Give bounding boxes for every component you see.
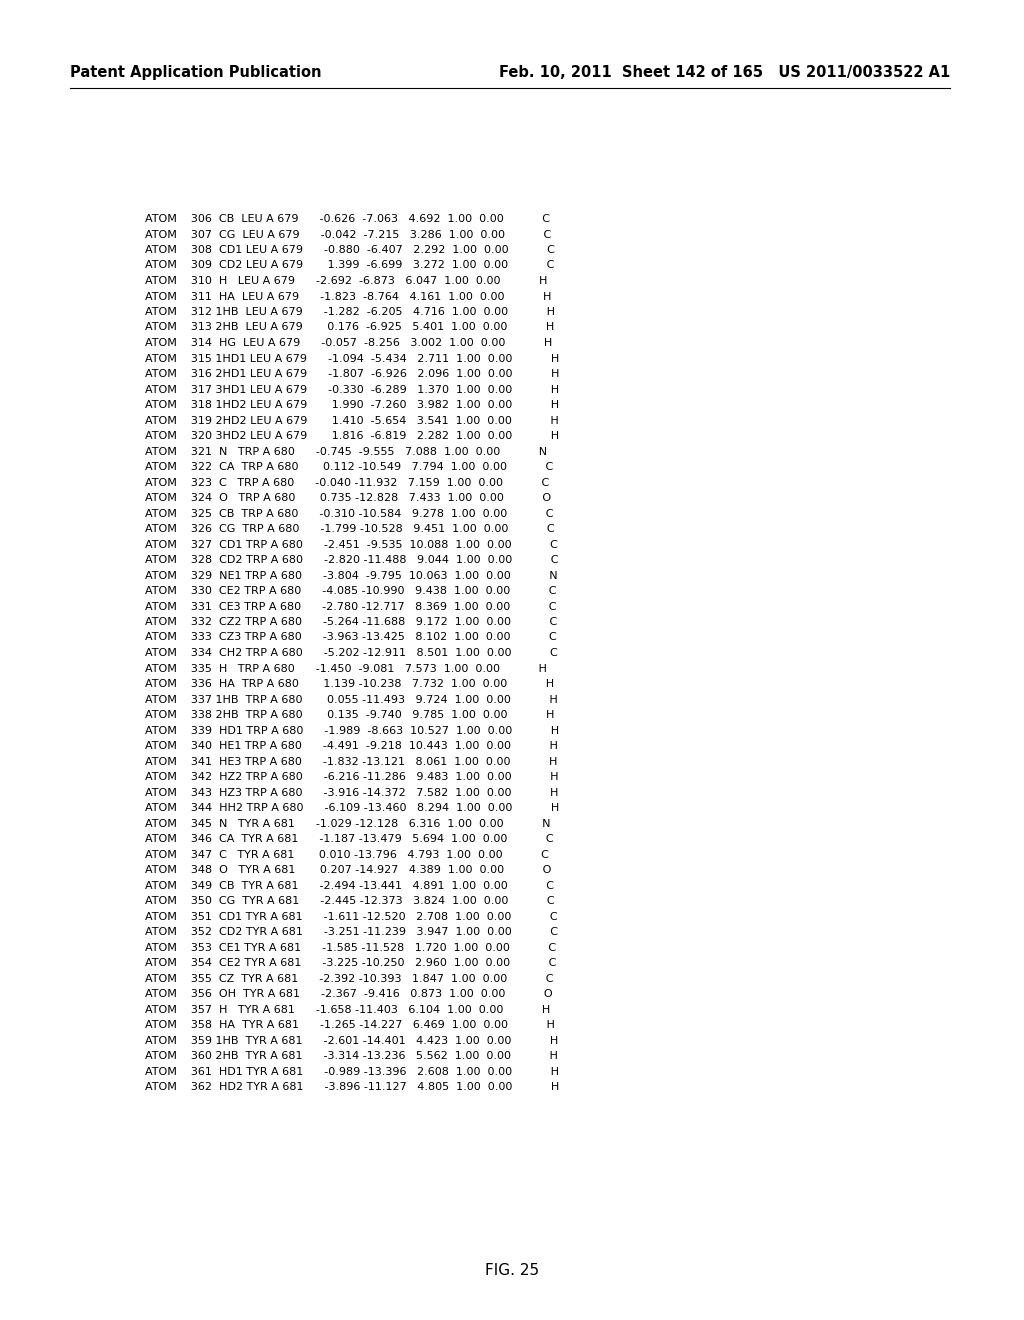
Text: ATOM    360 2HB  TYR A 681      -3.314 -13.236   5.562  1.00  0.00           H: ATOM 360 2HB TYR A 681 -3.314 -13.236 5.…: [145, 1051, 558, 1061]
Text: ATOM    338 2HB  TRP A 680       0.135  -9.740   9.785  1.00  0.00           H: ATOM 338 2HB TRP A 680 0.135 -9.740 9.78…: [145, 710, 554, 719]
Text: ATOM    348  O   TYR A 681       0.207 -14.927   4.389  1.00  0.00           O: ATOM 348 O TYR A 681 0.207 -14.927 4.389…: [145, 865, 551, 875]
Text: ATOM    357  H   TYR A 681      -1.658 -11.403   6.104  1.00  0.00           H: ATOM 357 H TYR A 681 -1.658 -11.403 6.10…: [145, 1005, 550, 1015]
Text: ATOM    321  N   TRP A 680      -0.745  -9.555   7.088  1.00  0.00           N: ATOM 321 N TRP A 680 -0.745 -9.555 7.088…: [145, 446, 547, 457]
Text: ATOM    358  HA  TYR A 681      -1.265 -14.227   6.469  1.00  0.00           H: ATOM 358 HA TYR A 681 -1.265 -14.227 6.4…: [145, 1020, 555, 1030]
Text: ATOM    336  HA  TRP A 680       1.139 -10.238   7.732  1.00  0.00           H: ATOM 336 HA TRP A 680 1.139 -10.238 7.73…: [145, 678, 554, 689]
Text: ATOM    319 2HD2 LEU A 679       1.410  -5.654   3.541  1.00  0.00           H: ATOM 319 2HD2 LEU A 679 1.410 -5.654 3.5…: [145, 416, 559, 425]
Text: ATOM    332  CZ2 TRP A 680      -5.264 -11.688   9.172  1.00  0.00           C: ATOM 332 CZ2 TRP A 680 -5.264 -11.688 9.…: [145, 616, 557, 627]
Text: ATOM    341  HE3 TRP A 680      -1.832 -13.121   8.061  1.00  0.00           H: ATOM 341 HE3 TRP A 680 -1.832 -13.121 8.…: [145, 756, 557, 767]
Text: ATOM    362  HD2 TYR A 681      -3.896 -11.127   4.805  1.00  0.00           H: ATOM 362 HD2 TYR A 681 -3.896 -11.127 4.…: [145, 1082, 559, 1092]
Text: ATOM    329  NE1 TRP A 680      -3.804  -9.795  10.063  1.00  0.00           N: ATOM 329 NE1 TRP A 680 -3.804 -9.795 10.…: [145, 570, 558, 581]
Text: ATOM    343  HZ3 TRP A 680      -3.916 -14.372   7.582  1.00  0.00           H: ATOM 343 HZ3 TRP A 680 -3.916 -14.372 7.…: [145, 788, 558, 797]
Text: ATOM    335  H   TRP A 680      -1.450  -9.081   7.573  1.00  0.00           H: ATOM 335 H TRP A 680 -1.450 -9.081 7.573…: [145, 664, 547, 673]
Text: ATOM    359 1HB  TYR A 681      -2.601 -14.401   4.423  1.00  0.00           H: ATOM 359 1HB TYR A 681 -2.601 -14.401 4.…: [145, 1035, 558, 1045]
Text: ATOM    318 1HD2 LEU A 679       1.990  -7.260   3.982  1.00  0.00           H: ATOM 318 1HD2 LEU A 679 1.990 -7.260 3.9…: [145, 400, 559, 411]
Text: ATOM    345  N   TYR A 681      -1.029 -12.128   6.316  1.00  0.00           N: ATOM 345 N TYR A 681 -1.029 -12.128 6.31…: [145, 818, 551, 829]
Text: ATOM    327  CD1 TRP A 680      -2.451  -9.535  10.088  1.00  0.00           C: ATOM 327 CD1 TRP A 680 -2.451 -9.535 10.…: [145, 540, 558, 549]
Text: ATOM    333  CZ3 TRP A 680      -3.963 -13.425   8.102  1.00  0.00           C: ATOM 333 CZ3 TRP A 680 -3.963 -13.425 8.…: [145, 632, 557, 643]
Text: ATOM    309  CD2 LEU A 679       1.399  -6.699   3.272  1.00  0.00           C: ATOM 309 CD2 LEU A 679 1.399 -6.699 3.27…: [145, 260, 554, 271]
Text: ATOM    330  CE2 TRP A 680      -4.085 -10.990   9.438  1.00  0.00           C: ATOM 330 CE2 TRP A 680 -4.085 -10.990 9.…: [145, 586, 556, 597]
Text: ATOM    351  CD1 TYR A 681      -1.611 -12.520   2.708  1.00  0.00           C: ATOM 351 CD1 TYR A 681 -1.611 -12.520 2.…: [145, 912, 558, 921]
Text: ATOM    313 2HB  LEU A 679       0.176  -6.925   5.401  1.00  0.00           H: ATOM 313 2HB LEU A 679 0.176 -6.925 5.40…: [145, 322, 554, 333]
Text: ATOM    326  CG  TRP A 680      -1.799 -10.528   9.451  1.00  0.00           C: ATOM 326 CG TRP A 680 -1.799 -10.528 9.4…: [145, 524, 555, 535]
Text: ATOM    331  CE3 TRP A 680      -2.780 -12.717   8.369  1.00  0.00           C: ATOM 331 CE3 TRP A 680 -2.780 -12.717 8.…: [145, 602, 556, 611]
Text: ATOM    328  CD2 TRP A 680      -2.820 -11.488   9.044  1.00  0.00           C: ATOM 328 CD2 TRP A 680 -2.820 -11.488 9.…: [145, 554, 558, 565]
Text: ATOM    306  CB  LEU A 679      -0.626  -7.063   4.692  1.00  0.00           C: ATOM 306 CB LEU A 679 -0.626 -7.063 4.69…: [145, 214, 550, 224]
Text: ATOM    356  OH  TYR A 681      -2.367  -9.416   0.873  1.00  0.00           O: ATOM 356 OH TYR A 681 -2.367 -9.416 0.87…: [145, 989, 553, 999]
Text: ATOM    355  CZ  TYR A 681      -2.392 -10.393   1.847  1.00  0.00           C: ATOM 355 CZ TYR A 681 -2.392 -10.393 1.8…: [145, 974, 554, 983]
Text: FIG. 25: FIG. 25: [485, 1263, 539, 1278]
Text: ATOM    311  HA  LEU A 679      -1.823  -8.764   4.161  1.00  0.00           H: ATOM 311 HA LEU A 679 -1.823 -8.764 4.16…: [145, 292, 551, 301]
Text: ATOM    323  C   TRP A 680      -0.040 -11.932   7.159  1.00  0.00           C: ATOM 323 C TRP A 680 -0.040 -11.932 7.15…: [145, 478, 549, 487]
Text: ATOM    352  CD2 TYR A 681      -3.251 -11.239   3.947  1.00  0.00           C: ATOM 352 CD2 TYR A 681 -3.251 -11.239 3.…: [145, 927, 558, 937]
Text: ATOM    354  CE2 TYR A 681      -3.225 -10.250   2.960  1.00  0.00           C: ATOM 354 CE2 TYR A 681 -3.225 -10.250 2.…: [145, 958, 556, 968]
Text: ATOM    346  CA  TYR A 681      -1.187 -13.479   5.694  1.00  0.00           C: ATOM 346 CA TYR A 681 -1.187 -13.479 5.6…: [145, 834, 554, 843]
Text: ATOM    317 3HD1 LEU A 679      -0.330  -6.289   1.370  1.00  0.00           H: ATOM 317 3HD1 LEU A 679 -0.330 -6.289 1.…: [145, 384, 559, 395]
Text: ATOM    350  CG  TYR A 681      -2.445 -12.373   3.824  1.00  0.00           C: ATOM 350 CG TYR A 681 -2.445 -12.373 3.8…: [145, 896, 555, 906]
Text: ATOM    320 3HD2 LEU A 679       1.816  -6.819   2.282  1.00  0.00           H: ATOM 320 3HD2 LEU A 679 1.816 -6.819 2.2…: [145, 432, 559, 441]
Text: ATOM    349  CB  TYR A 681      -2.494 -13.441   4.891  1.00  0.00           C: ATOM 349 CB TYR A 681 -2.494 -13.441 4.8…: [145, 880, 554, 891]
Text: ATOM    361  HD1 TYR A 681      -0.989 -13.396   2.608  1.00  0.00           H: ATOM 361 HD1 TYR A 681 -0.989 -13.396 2.…: [145, 1067, 559, 1077]
Text: ATOM    316 2HD1 LEU A 679      -1.807  -6.926   2.096  1.00  0.00           H: ATOM 316 2HD1 LEU A 679 -1.807 -6.926 2.…: [145, 370, 559, 379]
Text: ATOM    310  H   LEU A 679      -2.692  -6.873   6.047  1.00  0.00           H: ATOM 310 H LEU A 679 -2.692 -6.873 6.047…: [145, 276, 548, 286]
Text: ATOM    342  HZ2 TRP A 680      -6.216 -11.286   9.483  1.00  0.00           H: ATOM 342 HZ2 TRP A 680 -6.216 -11.286 9.…: [145, 772, 558, 781]
Text: ATOM    325  CB  TRP A 680      -0.310 -10.584   9.278  1.00  0.00           C: ATOM 325 CB TRP A 680 -0.310 -10.584 9.2…: [145, 508, 554, 519]
Text: ATOM    314  HG  LEU A 679      -0.057  -8.256   3.002  1.00  0.00           H: ATOM 314 HG LEU A 679 -0.057 -8.256 3.00…: [145, 338, 552, 348]
Text: ATOM    322  CA  TRP A 680       0.112 -10.549   7.794  1.00  0.00           C: ATOM 322 CA TRP A 680 0.112 -10.549 7.79…: [145, 462, 553, 473]
Text: Feb. 10, 2011  Sheet 142 of 165   US 2011/0033522 A1: Feb. 10, 2011 Sheet 142 of 165 US 2011/0…: [499, 65, 950, 81]
Text: ATOM    353  CE1 TYR A 681      -1.585 -11.528   1.720  1.00  0.00           C: ATOM 353 CE1 TYR A 681 -1.585 -11.528 1.…: [145, 942, 556, 953]
Text: ATOM    339  HD1 TRP A 680      -1.989  -8.663  10.527  1.00  0.00           H: ATOM 339 HD1 TRP A 680 -1.989 -8.663 10.…: [145, 726, 559, 735]
Text: ATOM    315 1HD1 LEU A 679      -1.094  -5.434   2.711  1.00  0.00           H: ATOM 315 1HD1 LEU A 679 -1.094 -5.434 2.…: [145, 354, 559, 363]
Text: ATOM    307  CG  LEU A 679      -0.042  -7.215   3.286  1.00  0.00           C: ATOM 307 CG LEU A 679 -0.042 -7.215 3.28…: [145, 230, 551, 239]
Text: ATOM    337 1HB  TRP A 680       0.055 -11.493   9.724  1.00  0.00           H: ATOM 337 1HB TRP A 680 0.055 -11.493 9.7…: [145, 694, 558, 705]
Text: ATOM    334  CH2 TRP A 680      -5.202 -12.911   8.501  1.00  0.00           C: ATOM 334 CH2 TRP A 680 -5.202 -12.911 8.…: [145, 648, 558, 657]
Text: ATOM    308  CD1 LEU A 679      -0.880  -6.407   2.292  1.00  0.00           C: ATOM 308 CD1 LEU A 679 -0.880 -6.407 2.2…: [145, 246, 555, 255]
Text: ATOM    344  HH2 TRP A 680      -6.109 -13.460   8.294  1.00  0.00           H: ATOM 344 HH2 TRP A 680 -6.109 -13.460 8.…: [145, 803, 559, 813]
Text: ATOM    340  HE1 TRP A 680      -4.491  -9.218  10.443  1.00  0.00           H: ATOM 340 HE1 TRP A 680 -4.491 -9.218 10.…: [145, 741, 558, 751]
Text: Patent Application Publication: Patent Application Publication: [70, 65, 322, 81]
Text: ATOM    347  C   TYR A 681       0.010 -13.796   4.793  1.00  0.00           C: ATOM 347 C TYR A 681 0.010 -13.796 4.793…: [145, 850, 549, 859]
Text: ATOM    312 1HB  LEU A 679      -1.282  -6.205   4.716  1.00  0.00           H: ATOM 312 1HB LEU A 679 -1.282 -6.205 4.7…: [145, 308, 555, 317]
Text: ATOM    324  O   TRP A 680       0.735 -12.828   7.433  1.00  0.00           O: ATOM 324 O TRP A 680 0.735 -12.828 7.433…: [145, 492, 551, 503]
